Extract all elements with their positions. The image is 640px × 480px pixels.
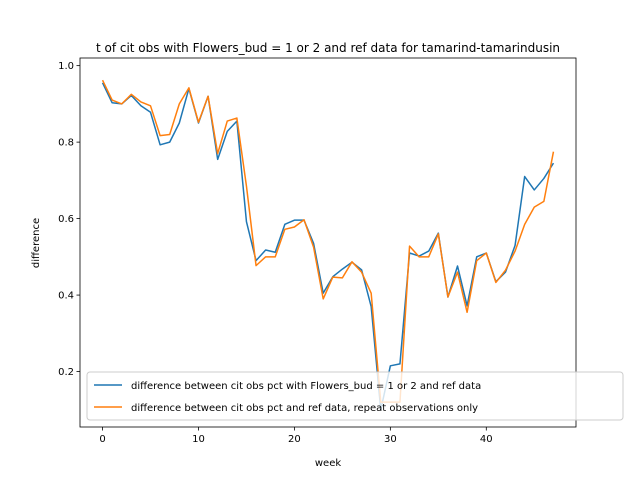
y-ticks: 0.2 0.4 0.6 0.8 1.0	[58, 61, 80, 378]
axes-frame	[79, 57, 577, 428]
legend-box	[86, 371, 624, 421]
series-line-2	[101, 79, 555, 403]
x-tick-label: 20	[288, 434, 301, 445]
legend-label-series-2: difference between cit obs pct and ref d…	[131, 403, 478, 414]
series-line-1	[101, 82, 555, 411]
y-tick-label: 0.2	[58, 367, 74, 378]
y-tick-label: 0.8	[58, 138, 74, 149]
x-axis-label: week	[315, 458, 341, 469]
y-tick-label: 1.0	[58, 61, 74, 72]
y-tick-label: 0.6	[58, 214, 74, 225]
series-layer	[101, 79, 555, 411]
x-ticks: 0 10 20 30 40	[99, 427, 493, 445]
y-tick-label: 0.4	[58, 291, 74, 302]
chart-title: t of cit obs with Flowers_bud = 1 or 2 a…	[96, 41, 560, 55]
x-tick-label: 40	[480, 434, 493, 445]
x-tick-label: 30	[384, 434, 397, 445]
y-axis-label: difference	[31, 218, 42, 268]
legend-label-series-1: difference between cit obs pct with Flow…	[131, 381, 481, 392]
legend: difference between cit obs pct with Flow…	[86, 371, 624, 421]
x-tick-label: 10	[192, 434, 205, 445]
x-tick-label: 0	[99, 434, 105, 445]
